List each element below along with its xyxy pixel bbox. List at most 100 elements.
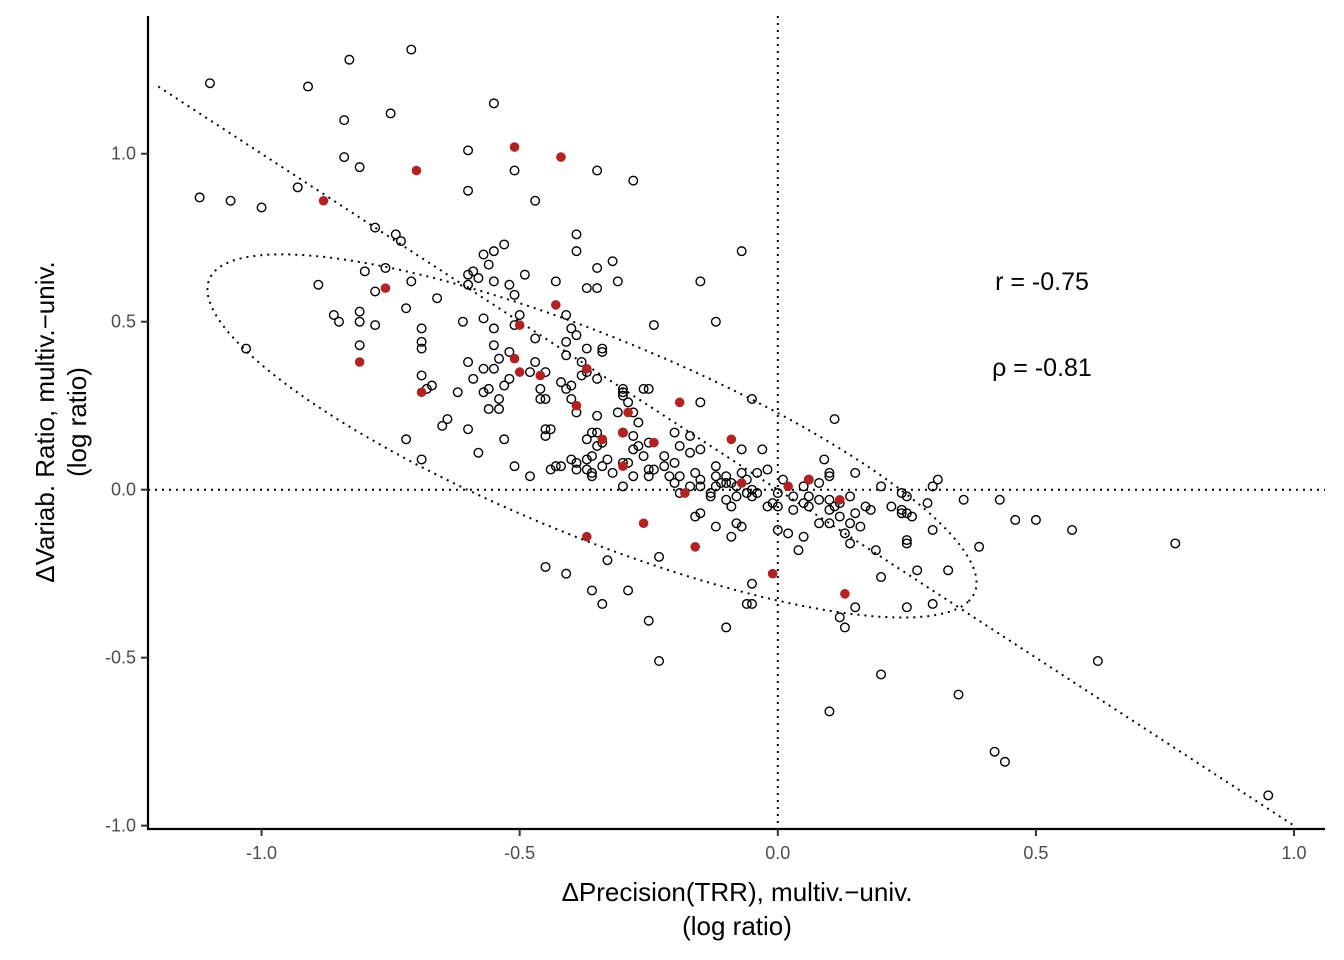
scatter-point <box>416 323 427 334</box>
scatter-point <box>922 498 933 509</box>
x-tick-label: 0.0 <box>765 843 790 863</box>
y-tick-label: 1.0 <box>111 144 136 164</box>
scatter-point <box>850 508 861 519</box>
scatter-point <box>617 383 628 394</box>
scatter-point <box>550 276 561 287</box>
scatter-point <box>1263 790 1274 801</box>
highlighted-point <box>726 434 737 445</box>
scatter-point <box>695 474 706 485</box>
scatter-point <box>359 266 370 277</box>
scatter-point <box>494 353 505 364</box>
scatter-point <box>597 461 608 472</box>
scatter-point <box>592 427 603 438</box>
scatter-point <box>752 488 763 499</box>
scatter-point <box>623 585 634 596</box>
scatter-point <box>716 477 727 488</box>
scatter-point <box>710 471 721 482</box>
scatter-point <box>860 501 871 512</box>
scatter-point <box>602 555 613 566</box>
scatter-point <box>530 333 541 344</box>
scatter-point <box>798 531 809 542</box>
scatter-point <box>612 407 623 418</box>
scatter-point <box>912 565 923 576</box>
scatter-point <box>834 612 845 623</box>
scatter-point <box>354 306 365 317</box>
scatter-point <box>633 417 644 428</box>
scatter-point <box>463 185 474 196</box>
scatter-point <box>514 309 525 320</box>
scatter-point <box>566 380 577 391</box>
scatter-point <box>504 373 515 384</box>
scatter-point <box>876 572 887 583</box>
x-axis-ticks: -1.0 -0.5 0.0 0.5 1.0 <box>246 829 1307 863</box>
scatter-point <box>607 467 618 478</box>
scatter-point <box>494 404 505 415</box>
scatter-point <box>225 195 236 206</box>
scatter-point <box>550 461 561 472</box>
scatter-point <box>850 602 861 613</box>
scatter-point <box>695 444 706 455</box>
scatter-point <box>953 689 964 700</box>
scatter-point <box>504 279 515 290</box>
highlighted-point <box>840 589 850 599</box>
scatter-point <box>845 491 856 502</box>
scatter-point <box>354 162 365 173</box>
scatter-point <box>793 545 804 556</box>
scatter-point <box>586 467 597 478</box>
scatter-point <box>695 397 706 408</box>
scatter-point <box>303 81 314 92</box>
scatter-point <box>597 598 608 609</box>
highlighted-point <box>618 427 628 438</box>
scatter-point <box>726 501 737 512</box>
highlighted-point <box>803 474 814 485</box>
scatter-point <box>705 491 716 502</box>
scatter-point <box>855 521 866 532</box>
scatter-point <box>896 508 907 519</box>
spearman-correlation-annotation: ρ = -0.81 <box>992 354 1092 382</box>
scatter-point <box>1067 525 1078 536</box>
scatter-point <box>561 309 572 320</box>
scatter-point <box>736 444 747 455</box>
scatter-point <box>488 323 499 334</box>
scatter-point <box>426 380 437 391</box>
scatter-point <box>943 565 954 576</box>
highlighted-point <box>623 407 633 418</box>
scatter-point <box>592 262 603 273</box>
highlighted-point <box>649 437 659 448</box>
scatter-point <box>710 521 721 532</box>
scatter-point <box>468 373 479 384</box>
scatter-point <box>757 444 768 455</box>
scatter-point <box>478 363 489 374</box>
scatter-point <box>483 383 494 394</box>
highlighted-point <box>680 488 690 498</box>
scatter-point <box>695 508 706 519</box>
scatter-point <box>731 491 742 502</box>
scatter-point <box>571 464 582 475</box>
scatter-point <box>525 367 536 378</box>
y-axis-ticks: -1.0 -0.5 0.0 0.5 1.0 <box>105 144 148 836</box>
scatter-point <box>896 488 907 499</box>
regression-line <box>157 85 1295 827</box>
scatter-point <box>566 393 577 404</box>
scatter-point <box>328 309 339 320</box>
highlighted-point <box>783 481 793 492</box>
scatter-point <box>746 598 757 609</box>
data-points <box>194 44 1274 801</box>
scatter-point <box>561 568 572 579</box>
scatter-point <box>370 222 381 233</box>
scatter-point <box>545 424 556 435</box>
scatter-point <box>571 229 582 240</box>
scatter-point <box>674 471 685 482</box>
scatter-point <box>974 541 985 552</box>
scatter-point <box>499 434 510 445</box>
highlighted-point <box>551 300 561 310</box>
x-tick-label: -0.5 <box>504 843 535 863</box>
scatter-point <box>685 430 696 441</box>
scatter-point <box>839 622 850 633</box>
scatter-point <box>695 481 706 492</box>
scatter-point <box>519 269 530 280</box>
scatter-point <box>488 246 499 257</box>
scatter-point <box>571 330 582 341</box>
scatter-point <box>339 115 350 126</box>
scatter-point <box>566 454 577 465</box>
